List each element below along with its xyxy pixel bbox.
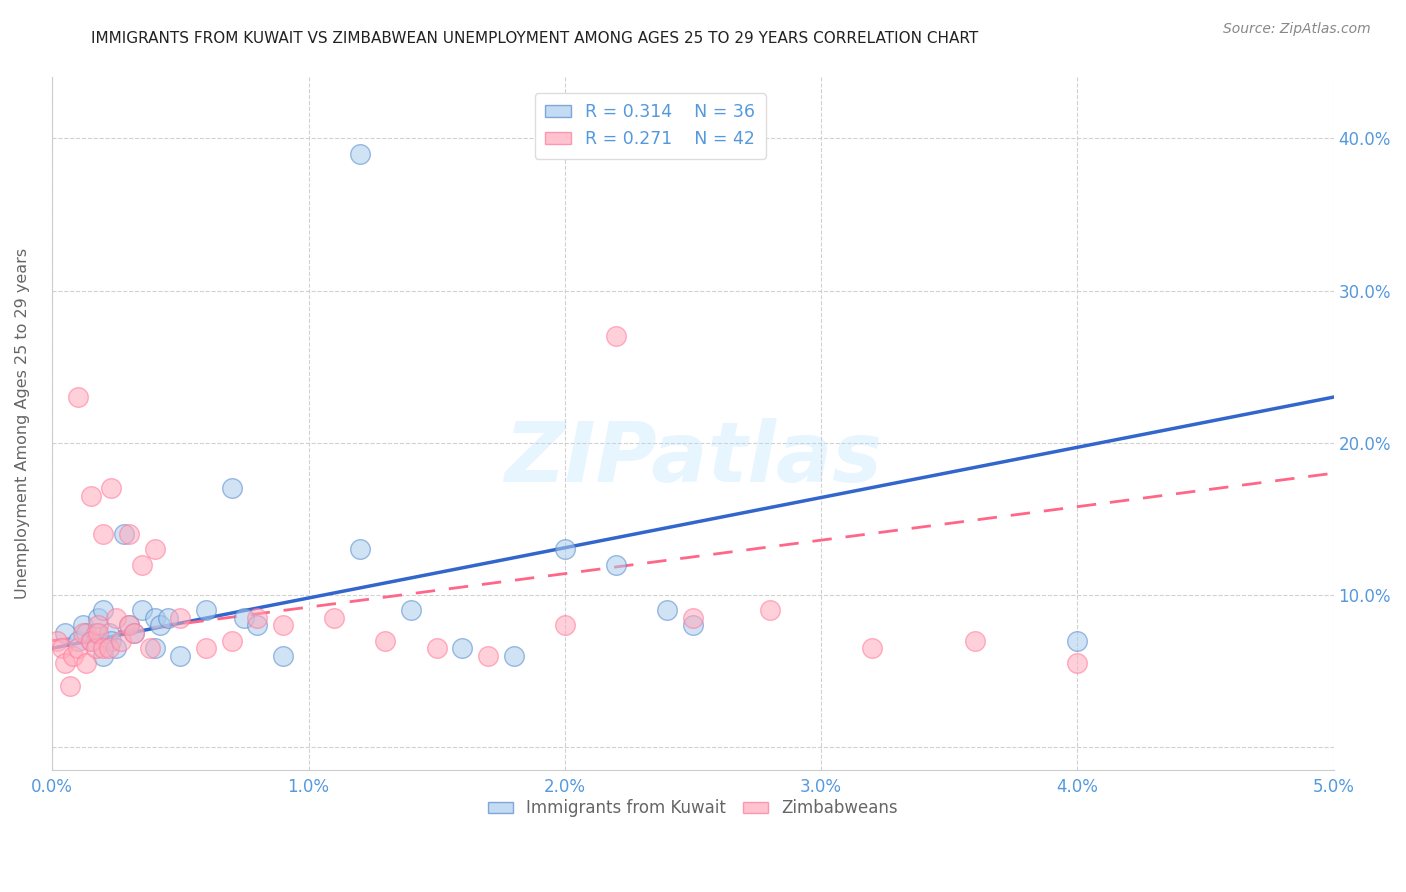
Point: [118, 527, 141, 541]
Point: [374, 633, 396, 648]
Point: [477, 648, 499, 663]
Point: [118, 618, 141, 632]
Point: [72, 626, 94, 640]
Point: [349, 542, 371, 557]
Point: [131, 558, 153, 572]
Point: [79, 489, 101, 503]
Point: [169, 648, 191, 663]
Point: [426, 641, 449, 656]
Point: [87, 618, 110, 632]
Point: [657, 603, 679, 617]
Point: [246, 611, 269, 625]
Point: [605, 329, 627, 343]
Point: [105, 611, 128, 625]
Point: [682, 618, 704, 632]
Point: [84, 626, 107, 640]
Point: [131, 603, 153, 617]
Point: [46, 633, 69, 648]
Point: [195, 641, 218, 656]
Point: [1066, 633, 1088, 648]
Point: [860, 641, 883, 656]
Point: [66, 390, 89, 404]
Point: [138, 641, 160, 656]
Point: [79, 633, 101, 648]
Point: [112, 527, 135, 541]
Point: [97, 641, 120, 656]
Text: ZIPatlas: ZIPatlas: [503, 417, 882, 499]
Point: [62, 648, 84, 663]
Point: [93, 527, 115, 541]
Point: [156, 611, 179, 625]
Point: [66, 633, 89, 648]
Point: [53, 626, 76, 640]
Point: [502, 648, 524, 663]
Point: [110, 633, 132, 648]
Text: Source: ZipAtlas.com: Source: ZipAtlas.com: [1223, 22, 1371, 37]
Point: [221, 633, 243, 648]
Point: [246, 618, 269, 632]
Point: [93, 648, 115, 663]
Point: [105, 641, 128, 656]
Point: [143, 542, 166, 557]
Point: [221, 482, 243, 496]
Point: [554, 618, 576, 632]
Point: [59, 679, 82, 693]
Point: [554, 542, 576, 557]
Point: [53, 657, 76, 671]
Point: [122, 626, 145, 640]
Point: [72, 618, 94, 632]
Point: [169, 611, 191, 625]
Point: [451, 641, 474, 656]
Point: [271, 618, 294, 632]
Point: [143, 641, 166, 656]
Point: [118, 618, 141, 632]
Text: IMMIGRANTS FROM KUWAIT VS ZIMBABWEAN UNEMPLOYMENT AMONG AGES 25 TO 29 YEARS CORR: IMMIGRANTS FROM KUWAIT VS ZIMBABWEAN UNE…: [91, 31, 979, 46]
Point: [75, 626, 97, 640]
Point: [149, 618, 172, 632]
Point: [1066, 657, 1088, 671]
Point: [323, 611, 346, 625]
Point: [349, 146, 371, 161]
Point: [759, 603, 782, 617]
Point: [93, 641, 115, 656]
Point: [87, 626, 110, 640]
Point: [682, 611, 704, 625]
Point: [963, 633, 986, 648]
Point: [66, 641, 89, 656]
Point: [271, 648, 294, 663]
Point: [79, 633, 101, 648]
Y-axis label: Unemployment Among Ages 25 to 29 years: Unemployment Among Ages 25 to 29 years: [15, 248, 30, 599]
Point: [51, 641, 73, 656]
Legend: Immigrants from Kuwait, Zimbabweans: Immigrants from Kuwait, Zimbabweans: [481, 793, 904, 824]
Point: [122, 626, 145, 640]
Point: [87, 611, 110, 625]
Point: [75, 657, 97, 671]
Point: [195, 603, 218, 617]
Point: [399, 603, 422, 617]
Point: [93, 603, 115, 617]
Point: [605, 558, 627, 572]
Point: [97, 626, 120, 640]
Point: [100, 633, 122, 648]
Point: [84, 641, 107, 656]
Point: [233, 611, 256, 625]
Point: [143, 611, 166, 625]
Point: [100, 482, 122, 496]
